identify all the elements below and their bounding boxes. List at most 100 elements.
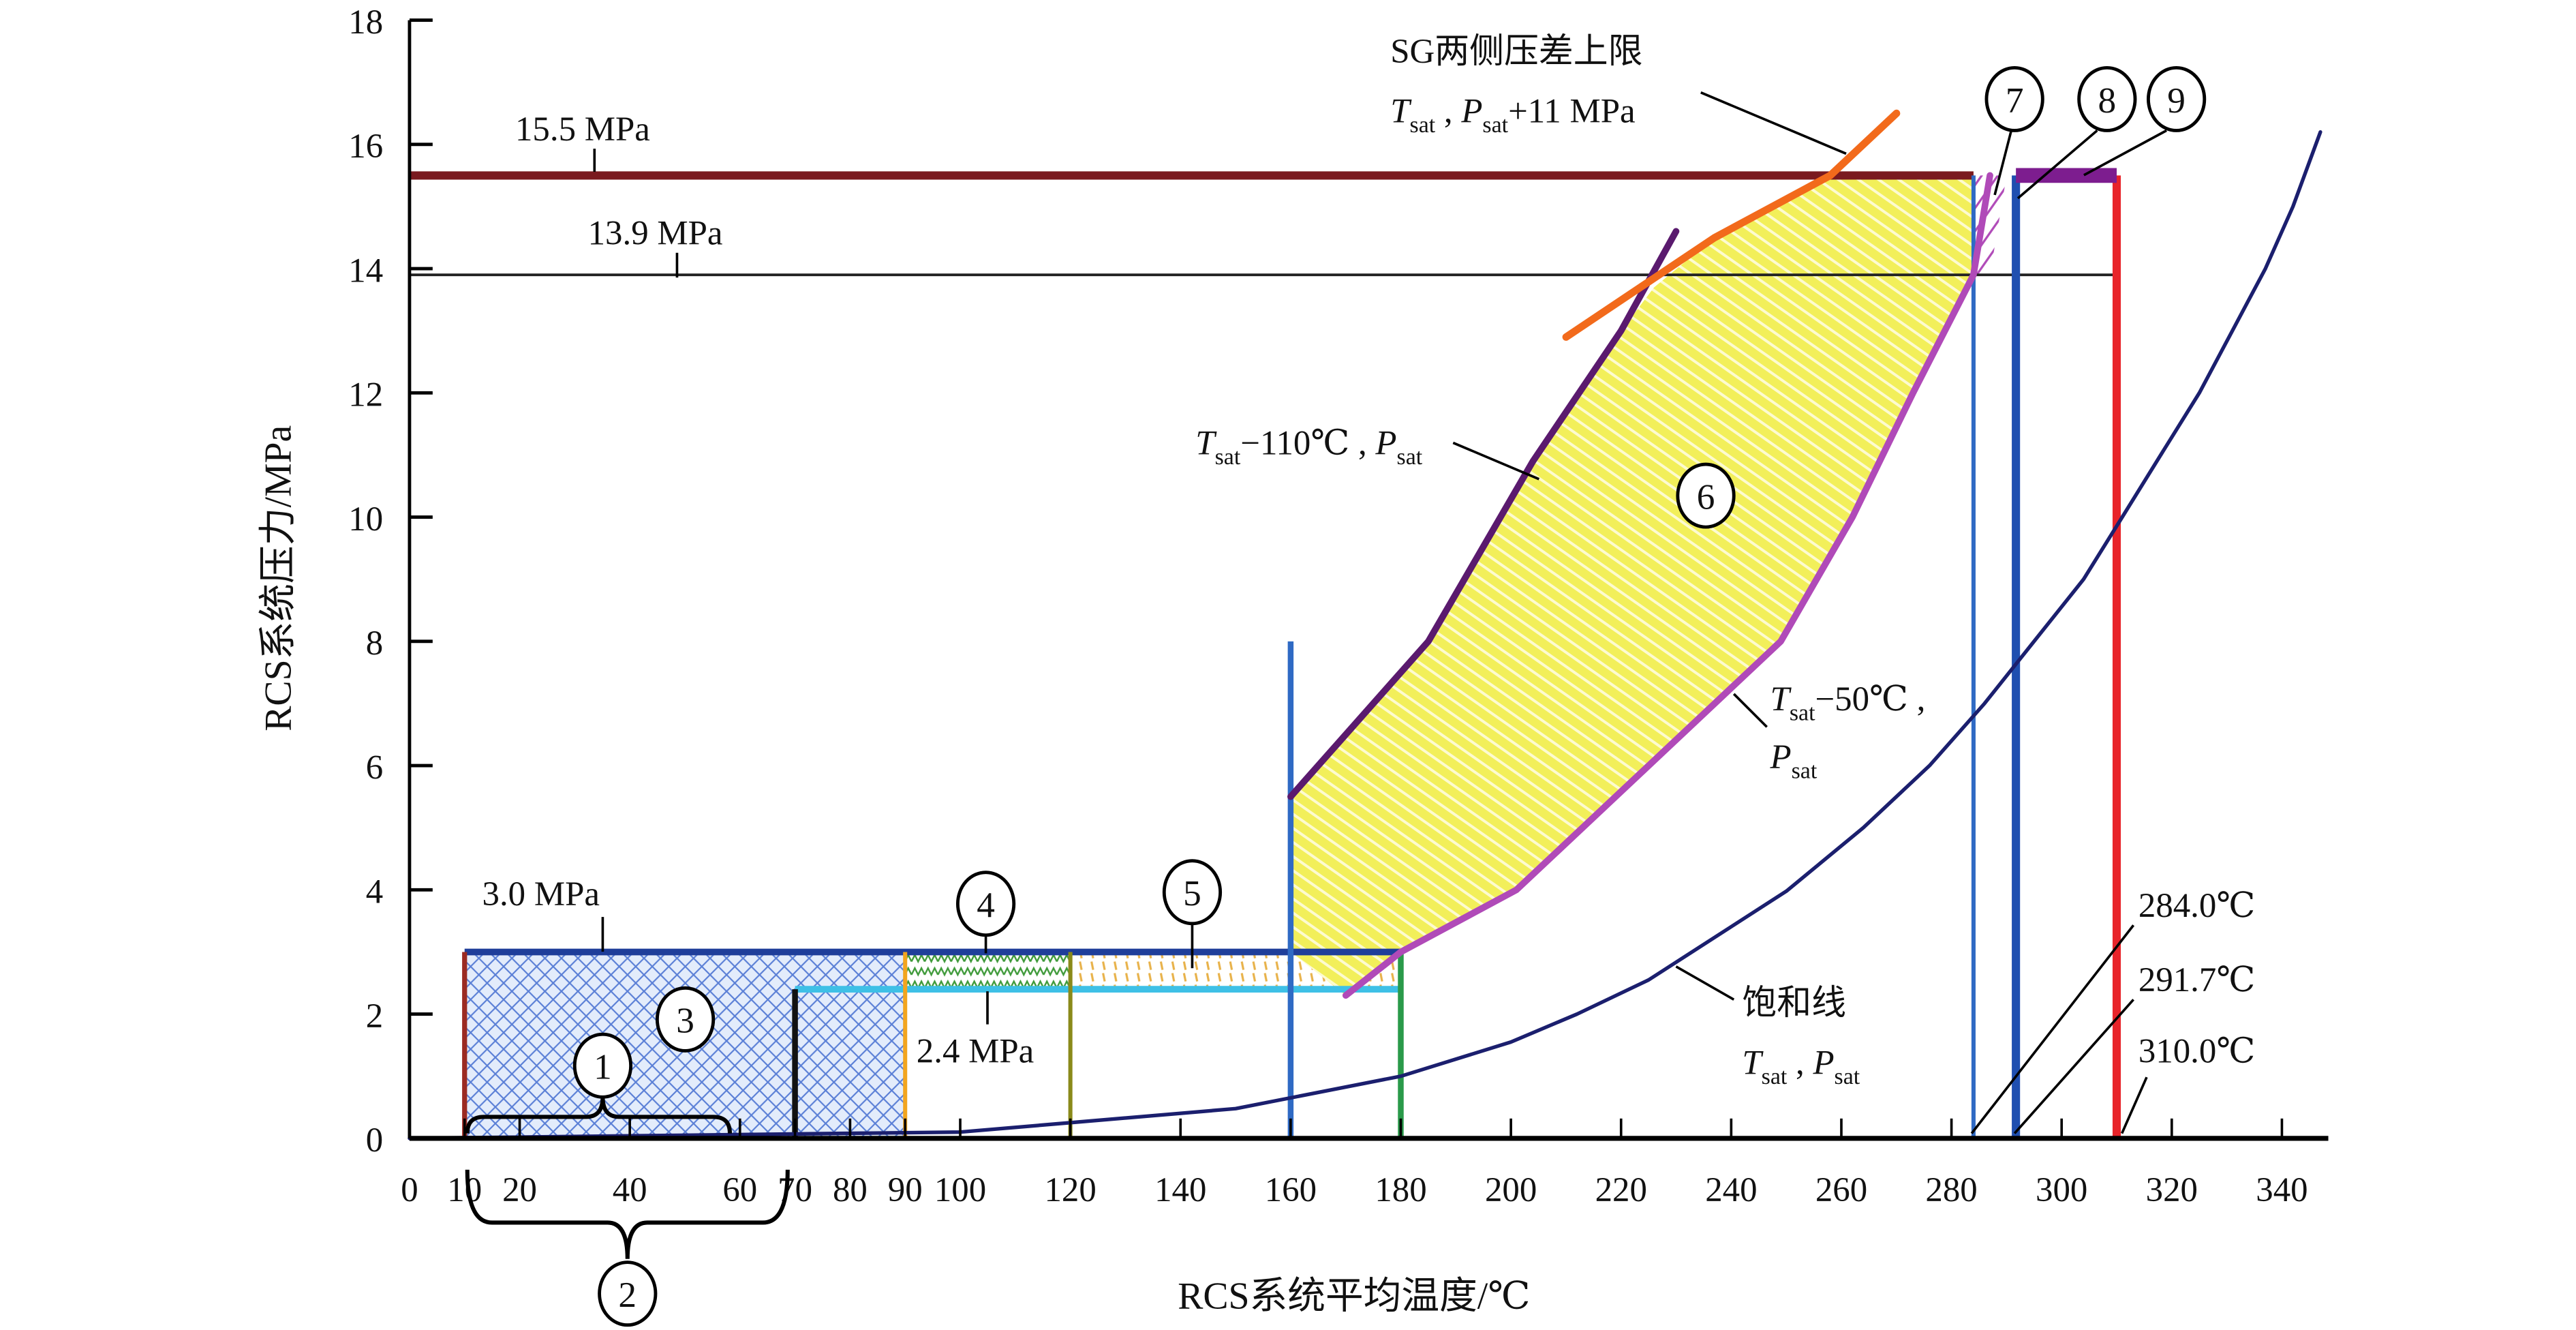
series-line-3 <box>1562 109 1901 341</box>
zone-7-fill <box>1973 175 2007 275</box>
leader-line <box>2017 130 2098 200</box>
x-tick-label: 260 <box>1815 1171 1867 1209</box>
x-tick-label: 320 <box>2146 1171 2198 1209</box>
zone-2-label: 2 <box>618 1274 637 1315</box>
x-tick-label: 180 <box>1375 1171 1426 1209</box>
label-sg-formula-part: T <box>1390 92 1412 130</box>
leader-line <box>2083 129 2167 177</box>
x-tick-label: 140 <box>1154 1171 1206 1209</box>
label-sg-limit: SG两侧压差上限 <box>1390 33 1642 71</box>
leader-line <box>2120 1076 2148 1134</box>
x-tick-label: 120 <box>1044 1171 1096 1209</box>
label-tsat-50-part: T <box>1770 680 1792 719</box>
label-2-4-mpa: 2.4 MPa <box>917 1032 1034 1070</box>
x-tick-label: 90 <box>888 1171 923 1209</box>
label-13-9-mpa: 13.9 MPa <box>588 215 723 253</box>
zone-1-label: 1 <box>594 1046 612 1087</box>
zone-5-label: 5 <box>1183 873 1201 913</box>
label-tsat-110: Tsat−110℃ , Psat <box>1195 424 1422 470</box>
leader-line <box>1452 441 1540 481</box>
leader-line <box>2013 999 2134 1134</box>
label-310c: 310.0℃ <box>2138 1032 2255 1070</box>
label-tsat-110-part: −110℃ , <box>1240 424 1375 462</box>
y-tick-label: 10 <box>348 500 383 539</box>
leader-line <box>1675 965 1735 1001</box>
x-tick-label: 100 <box>934 1171 986 1209</box>
label-tsat-50-psat-part: P <box>1770 738 1792 776</box>
y-tick-label: 14 <box>348 252 383 290</box>
label-tsat-110-part: sat <box>1397 444 1423 470</box>
label-tsat-110-part: sat <box>1215 444 1241 470</box>
y-tick-label: 12 <box>348 376 383 414</box>
x-axis-label: RCS系统平均温度/℃ <box>1178 1275 1530 1317</box>
x-tick-label: 0 <box>401 1171 418 1209</box>
x-tick-label: 240 <box>1705 1171 1757 1209</box>
zone-8-circle <box>2077 65 2137 132</box>
y-tick-label: 18 <box>348 3 383 42</box>
label-saturation-line: 饱和线 <box>1742 984 1846 1023</box>
x-tick-label: 160 <box>1265 1171 1317 1209</box>
series-line-0 <box>408 130 2322 1140</box>
zone-7-label: 7 <box>2006 80 2024 121</box>
zone-7-circle <box>1984 65 2044 132</box>
label-sg-formula-part: +11 MPa <box>1508 92 1635 130</box>
label-3-0-mpa: 3.0 MPa <box>482 875 600 913</box>
zone-6-fill <box>1290 175 1974 996</box>
label-tsat-50: Tsat−50℃ , <box>1770 680 1926 726</box>
x-tick-label: 200 <box>1485 1171 1537 1209</box>
x-tick-label: 80 <box>833 1171 868 1209</box>
label-tsat-110-part: T <box>1195 424 1217 462</box>
x-tick-label: 40 <box>613 1171 647 1209</box>
label-sg-formula: Tsat , Psat+11 MPa <box>1390 92 1635 138</box>
series-curves <box>408 109 2322 1140</box>
label-15-5-mpa: 15.5 MPa <box>515 110 650 149</box>
label-tsat-50-psat-part: sat <box>1792 759 1818 784</box>
y-tick-label: 6 <box>366 749 383 787</box>
axes: 0 10 20 40 60 70 80 90 100 120 140 160 180 200 220 240 2… <box>348 3 2329 1209</box>
zone-9-label: 9 <box>2167 80 2186 121</box>
leader-line <box>1970 924 2135 1134</box>
zone-4-fill <box>905 952 1071 990</box>
label-284c: 284.0℃ <box>2138 887 2255 925</box>
label-sg-formula-part: P <box>1460 92 1482 130</box>
zone-4-label: 4 <box>977 884 995 925</box>
y-tick-label: 0 <box>366 1121 383 1160</box>
y-tick-label: 2 <box>366 997 383 1036</box>
label-saturation-formula-part: , <box>1787 1044 1813 1082</box>
y-tick-label: 4 <box>366 873 383 911</box>
label-saturation-formula-part: P <box>1812 1044 1834 1082</box>
label-saturation-formula: Tsat , Psat <box>1742 1044 1860 1089</box>
y-tick-label: 16 <box>348 127 383 166</box>
label-tsat-50-part: sat <box>1790 701 1815 726</box>
y-tick-label: 8 <box>366 624 383 663</box>
zone-8-label: 8 <box>2098 80 2117 121</box>
zone-3-label: 3 <box>676 1000 694 1041</box>
x-tick-label: 60 <box>722 1171 757 1209</box>
zone-1-brace <box>465 1097 733 1134</box>
x-tick-label: 300 <box>2036 1171 2087 1209</box>
zone-6-circle <box>1676 462 1736 529</box>
label-sg-formula-part: , <box>1435 92 1461 130</box>
zone-2-brace <box>465 1169 790 1259</box>
zone-2-circle <box>598 1260 658 1327</box>
leader-line <box>1700 91 1847 155</box>
x-tick-label: 340 <box>2256 1171 2307 1209</box>
label-saturation-formula-part: sat <box>1762 1064 1788 1089</box>
annotations: 15.5 MPa 13.9 MPa 3.0 MPa 2.4 MPa SG两侧压差上限 Ts… <box>465 33 2255 1327</box>
x-tick-label: 20 <box>502 1171 537 1209</box>
zone-6-label: 6 <box>1697 476 1715 517</box>
x-tick-label: 10 <box>447 1171 482 1209</box>
label-sg-formula-part: sat <box>1410 112 1436 138</box>
label-tsat-50-psat: Psat <box>1770 738 1818 784</box>
label-291-7c: 291.7℃ <box>2138 961 2255 999</box>
limit-lines <box>409 168 2121 1138</box>
y-axis-label: RCS系统压力/MPa <box>257 425 299 731</box>
series-line-1 <box>1342 172 1993 999</box>
x-tick-label: 280 <box>1925 1171 1977 1209</box>
x-tick-label: 220 <box>1595 1171 1647 1209</box>
label-tsat-50-part: −50℃ , <box>1815 680 1926 719</box>
series-line-2 <box>1287 228 1680 800</box>
label-sg-formula-part: sat <box>1482 112 1508 138</box>
leader-line <box>1993 130 2013 196</box>
